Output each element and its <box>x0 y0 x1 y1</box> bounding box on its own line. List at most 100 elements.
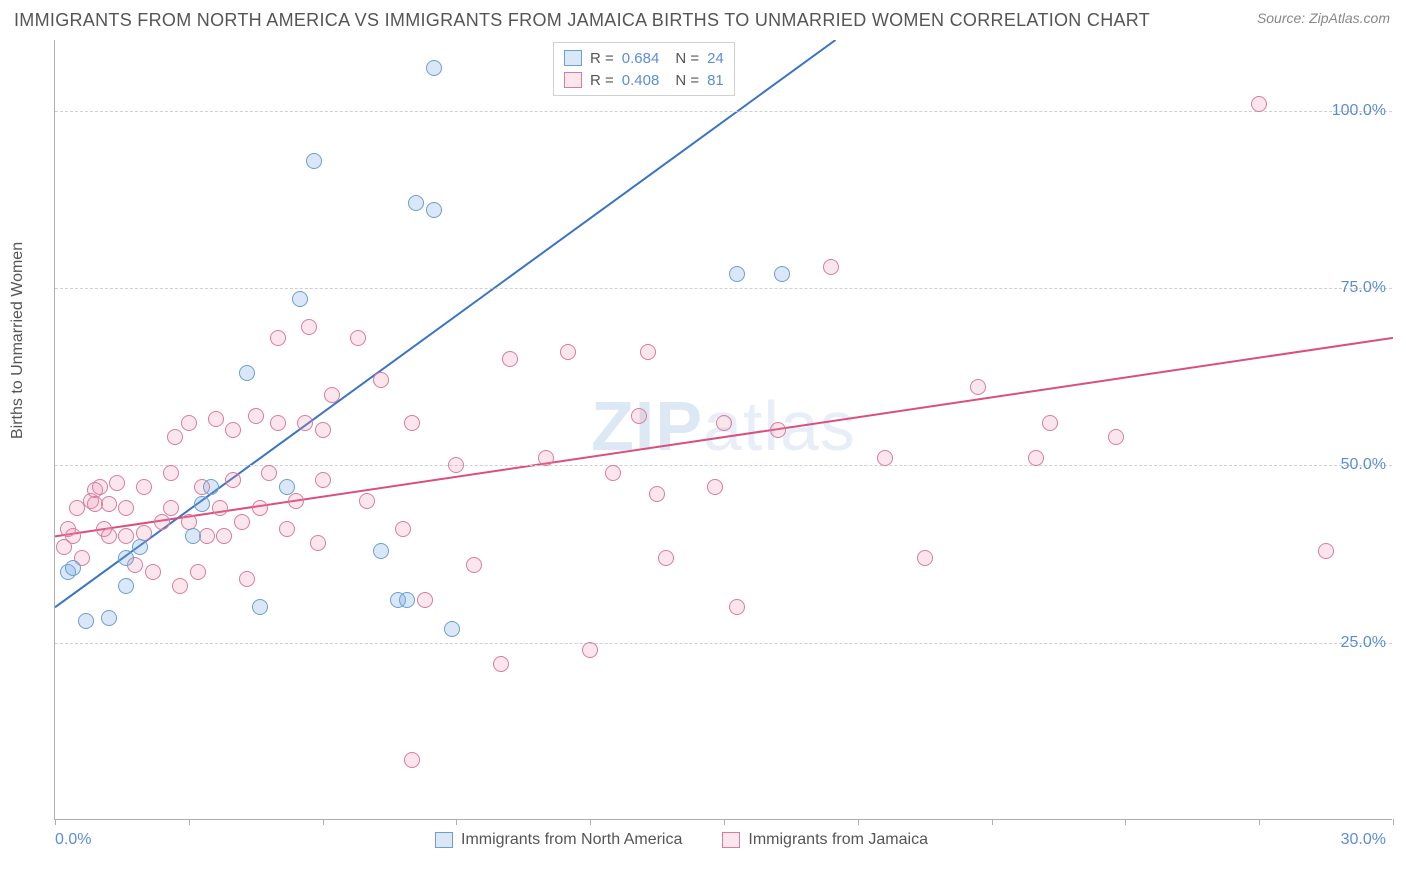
legend-item: Immigrants from North America <box>435 831 682 849</box>
data-point <box>417 592 433 608</box>
data-point <box>167 429 183 445</box>
data-point <box>774 266 790 282</box>
data-point <box>716 415 732 431</box>
data-point <box>208 411 224 427</box>
data-point <box>109 475 125 491</box>
x-tick <box>323 819 324 825</box>
gridline <box>55 288 1392 289</box>
source-label: Source: ZipAtlas.com <box>1257 10 1390 26</box>
gridline <box>55 643 1392 644</box>
data-point <box>404 752 420 768</box>
data-point <box>118 550 134 566</box>
legend-label: Immigrants from North America <box>461 831 682 849</box>
data-point <box>448 457 464 473</box>
data-point <box>190 564 206 580</box>
data-point <box>426 202 442 218</box>
data-point <box>658 550 674 566</box>
data-point <box>408 195 424 211</box>
x-tick <box>55 819 56 825</box>
legend-r-prefix: R = <box>590 50 614 67</box>
data-point <box>649 486 665 502</box>
data-point <box>248 408 264 424</box>
legend-r-prefix: R = <box>590 72 614 89</box>
y-tick-label: 50.0% <box>1341 456 1386 474</box>
data-point <box>306 153 322 169</box>
data-point <box>101 528 117 544</box>
legend-row: R =0.408N =81 <box>564 69 724 91</box>
data-point <box>359 493 375 509</box>
data-point <box>92 479 108 495</box>
data-point <box>136 479 152 495</box>
data-point <box>823 259 839 275</box>
data-point <box>225 422 241 438</box>
legend-r-value: 0.684 <box>622 50 660 67</box>
data-point <box>261 465 277 481</box>
legend-swatch <box>435 832 453 848</box>
data-point <box>426 60 442 76</box>
data-point <box>1042 415 1058 431</box>
legend-item: Immigrants from Jamaica <box>722 831 928 849</box>
data-point <box>279 521 295 537</box>
data-point <box>185 528 201 544</box>
legend-n-prefix: N = <box>675 50 699 67</box>
x-axis-max-label: 30.0% <box>1341 831 1386 849</box>
data-point <box>877 450 893 466</box>
data-point <box>234 514 250 530</box>
data-point <box>297 415 313 431</box>
data-point <box>605 465 621 481</box>
x-tick <box>1259 819 1260 825</box>
data-point <box>132 539 148 555</box>
data-point <box>729 266 745 282</box>
data-point <box>373 543 389 559</box>
x-tick <box>189 819 190 825</box>
legend-correlation: R = 0.684 N = 24 R =0.408N =81 <box>553 42 735 96</box>
data-point <box>270 415 286 431</box>
data-point <box>640 344 656 360</box>
data-point <box>1108 429 1124 445</box>
plot-area: ZIPatlas R =0.684N =24R =0.408N =81 0.0%… <box>54 40 1392 820</box>
data-point <box>239 365 255 381</box>
chart-title: IMMIGRANTS FROM NORTH AMERICA VS IMMIGRA… <box>14 10 1150 31</box>
data-point <box>582 642 598 658</box>
data-point <box>172 578 188 594</box>
data-point <box>404 415 420 431</box>
data-point <box>502 351 518 367</box>
data-point <box>444 621 460 637</box>
x-axis-min-label: 0.0% <box>55 831 91 849</box>
legend-n-value: 81 <box>707 72 724 89</box>
data-point <box>970 379 986 395</box>
legend-swatch <box>564 50 582 66</box>
x-tick <box>1125 819 1126 825</box>
chart-area: Births to Unmarried Women ZIPatlas R =0.… <box>14 40 1392 850</box>
data-point <box>203 479 219 495</box>
x-tick <box>590 819 591 825</box>
data-point <box>163 500 179 516</box>
legend-row: R = 0.684 N = 24 <box>564 47 724 69</box>
x-tick <box>456 819 457 825</box>
data-point <box>399 592 415 608</box>
data-point <box>216 528 232 544</box>
data-point <box>1318 543 1334 559</box>
data-point <box>395 521 411 537</box>
data-point <box>239 571 255 587</box>
trend-line <box>55 40 836 607</box>
data-point <box>1251 96 1267 112</box>
data-point <box>225 472 241 488</box>
data-point <box>324 387 340 403</box>
y-tick-label: 100.0% <box>1332 102 1386 120</box>
gridline <box>55 465 1392 466</box>
data-point <box>212 500 228 516</box>
data-point <box>917 550 933 566</box>
data-point <box>78 613 94 629</box>
data-point <box>560 344 576 360</box>
data-point <box>279 479 295 495</box>
data-point <box>315 422 331 438</box>
legend-n-value: 24 <box>707 50 724 67</box>
data-point <box>101 496 117 512</box>
data-point <box>493 656 509 672</box>
data-point <box>145 564 161 580</box>
data-point <box>301 319 317 335</box>
x-tick <box>1393 819 1394 825</box>
data-point <box>707 479 723 495</box>
data-point <box>270 330 286 346</box>
